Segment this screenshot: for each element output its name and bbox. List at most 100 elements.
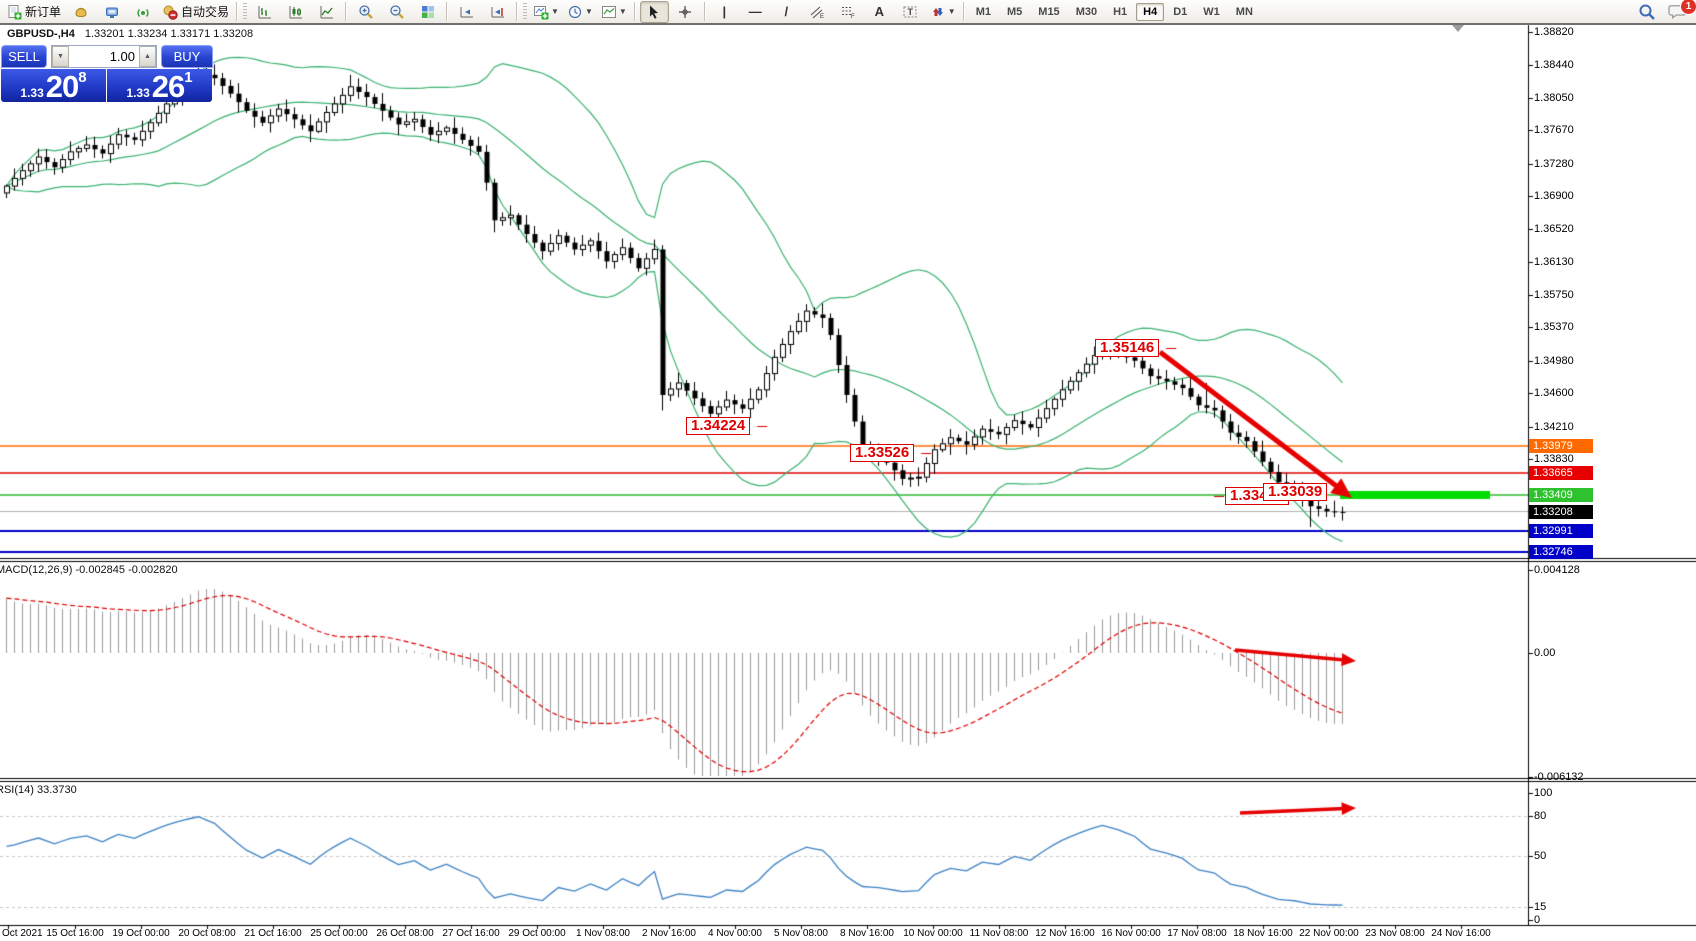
tile-windows-button[interactable]	[413, 1, 442, 23]
time-axis-label: 27 Oct 16:00	[442, 928, 500, 939]
time-axis-label: 4 Nov 00:00	[708, 928, 762, 939]
zoom-in-button[interactable]	[351, 1, 380, 23]
time-axis-label: 26 Oct 08:00	[376, 928, 434, 939]
svg-text:F: F	[851, 14, 855, 20]
signals-button[interactable]	[128, 1, 157, 23]
auto-trading-label: 自动交易	[181, 5, 230, 19]
search-button[interactable]	[1632, 1, 1661, 23]
toolbar-separator	[345, 2, 348, 21]
text-label-button[interactable]: T	[896, 1, 925, 23]
volume-increase-button[interactable]: ▲	[139, 46, 156, 67]
chart-shift-marker-icon[interactable]	[1452, 25, 1464, 32]
volume-decrease-button[interactable]: ▼	[52, 46, 69, 67]
price-axis-tick: 1.36520	[1534, 223, 1574, 235]
timeframe-w1-button[interactable]: W1	[1203, 5, 1220, 18]
notifications-button[interactable]: 1	[1663, 0, 1696, 23]
time-axis-label: 22 Nov 00:00	[1299, 928, 1359, 939]
fibonacci-icon: F	[840, 4, 856, 20]
sell-price-prefix: 1.33	[20, 86, 44, 100]
timeframe-d1-button[interactable]: D1	[1173, 5, 1188, 18]
toolbar-separator	[962, 2, 965, 21]
sell-price-display[interactable]: 1.33 20 8	[1, 69, 106, 102]
price-level-badge: 1.33409	[1529, 488, 1593, 502]
symbol-period-label: GBPUSD-,H4	[7, 28, 75, 40]
time-axis-label: 29 Oct 00:00	[508, 928, 566, 939]
templates-button[interactable]: ▼	[598, 1, 630, 23]
time-axis-label: 8 Nov 16:00	[840, 928, 894, 939]
equidistant-channel-icon: E	[809, 4, 825, 20]
horizontal-line-button[interactable]: —	[741, 1, 770, 23]
price-axis-tick: 1.35370	[1534, 321, 1574, 333]
price-axis-tick: 1.38820	[1534, 26, 1574, 38]
price-axis-tick: 1.38050	[1534, 92, 1574, 104]
purse-button[interactable]	[66, 1, 95, 23]
macd-indicator-label: MACD(12,26,9) -0.002845 -0.002820	[0, 564, 178, 576]
sell-price-pips: 20	[45, 69, 79, 104]
vertical-line-button[interactable]: |	[710, 1, 739, 23]
buy-price-prefix: 1.33	[126, 86, 150, 100]
zoom-out-button[interactable]	[382, 1, 411, 23]
time-axis-label: 1 Nov 08:00	[576, 928, 630, 939]
toolbar-grip	[523, 2, 528, 21]
candlestick-mode-button[interactable]	[281, 1, 310, 23]
line-chart-mode-button[interactable]	[312, 1, 341, 23]
sell-button[interactable]: SELL	[1, 45, 47, 68]
trendline-button[interactable]: /	[772, 1, 801, 23]
chart-shift-button[interactable]	[483, 1, 512, 23]
price-annotation-label[interactable]: 1.34224	[686, 417, 751, 435]
timeframe-h4-button[interactable]: H4	[1136, 2, 1165, 21]
community-button[interactable]	[97, 1, 126, 23]
crosshair-button[interactable]	[671, 1, 700, 23]
buy-button[interactable]: BUY	[161, 45, 213, 68]
templates-icon	[601, 4, 617, 20]
periods-icon	[567, 4, 583, 20]
price-annotation-label[interactable]: 1.35146	[1095, 339, 1160, 357]
new-order-button[interactable]: 新订单	[3, 1, 64, 23]
equidistant-channel-button[interactable]: E	[803, 1, 832, 23]
rsi-axis-tick: 100	[1534, 787, 1553, 799]
arrows-button[interactable]: ▼	[927, 1, 959, 23]
price-annotation-label[interactable]: 1.33039	[1263, 483, 1328, 501]
text-button[interactable]: A	[865, 1, 894, 23]
toolbar: 新订单 自动交易 ▼ ▼ ▼ | — / E F A T ▼ M1 M5 M15 M30 H1 H4 D1 W1 MN	[0, 0, 1696, 25]
time-axis-label: 19 Oct 00:00	[112, 928, 170, 939]
add-indicator-button[interactable]: ▼	[530, 1, 562, 23]
line-chart-mode-icon	[319, 4, 335, 20]
signals-icon	[135, 4, 151, 20]
trendline-icon: /	[784, 3, 789, 19]
price-axis-tick: 1.34980	[1534, 355, 1574, 367]
bar-chart-mode-button[interactable]	[250, 1, 279, 23]
volume-input[interactable]	[69, 46, 139, 67]
dropdown-caret-icon: ▼	[618, 7, 627, 16]
svg-text:T: T	[908, 7, 914, 17]
timeframe-m5-button[interactable]: M5	[1007, 5, 1023, 18]
time-axis-label: 23 Nov 08:00	[1365, 928, 1425, 939]
purse-icon	[73, 4, 89, 20]
time-axis-label: 20 Oct 08:00	[178, 928, 236, 939]
timeframe-m1-button[interactable]: M1	[975, 5, 991, 18]
auto-trading-button[interactable]: 自动交易	[159, 1, 232, 23]
volume-stepper: ▼ ▲	[51, 45, 157, 68]
community-icon	[104, 4, 120, 20]
buy-price-display[interactable]: 1.33 26 1	[107, 69, 212, 102]
timeframe-mn-button[interactable]: MN	[1235, 5, 1253, 18]
periods-button[interactable]: ▼	[564, 1, 596, 23]
crosshair-icon	[677, 4, 693, 20]
fibonacci-button[interactable]: F	[834, 1, 863, 23]
timeframe-h1-button[interactable]: H1	[1113, 5, 1128, 18]
timeframe-m15-button[interactable]: M15	[1038, 5, 1060, 18]
sell-price-point: 8	[78, 69, 87, 86]
macd-axis-tick: 0.004128	[1534, 564, 1580, 576]
auto-scroll-button[interactable]	[452, 1, 481, 23]
price-axis-tick: 1.37280	[1534, 158, 1574, 170]
rsi-axis-tick: 0	[1534, 914, 1541, 926]
price-level-badge: 1.33665	[1529, 466, 1593, 480]
price-annotation-label[interactable]: 1.33526	[850, 444, 915, 462]
timeframe-m30-button[interactable]: M30	[1075, 5, 1098, 18]
cursor-button[interactable]	[639, 0, 669, 23]
rsi-indicator-label: RSI(14) 33.3730	[0, 784, 77, 796]
auto-trading-icon	[162, 4, 178, 20]
dropdown-caret-icon: ▼	[584, 7, 593, 16]
